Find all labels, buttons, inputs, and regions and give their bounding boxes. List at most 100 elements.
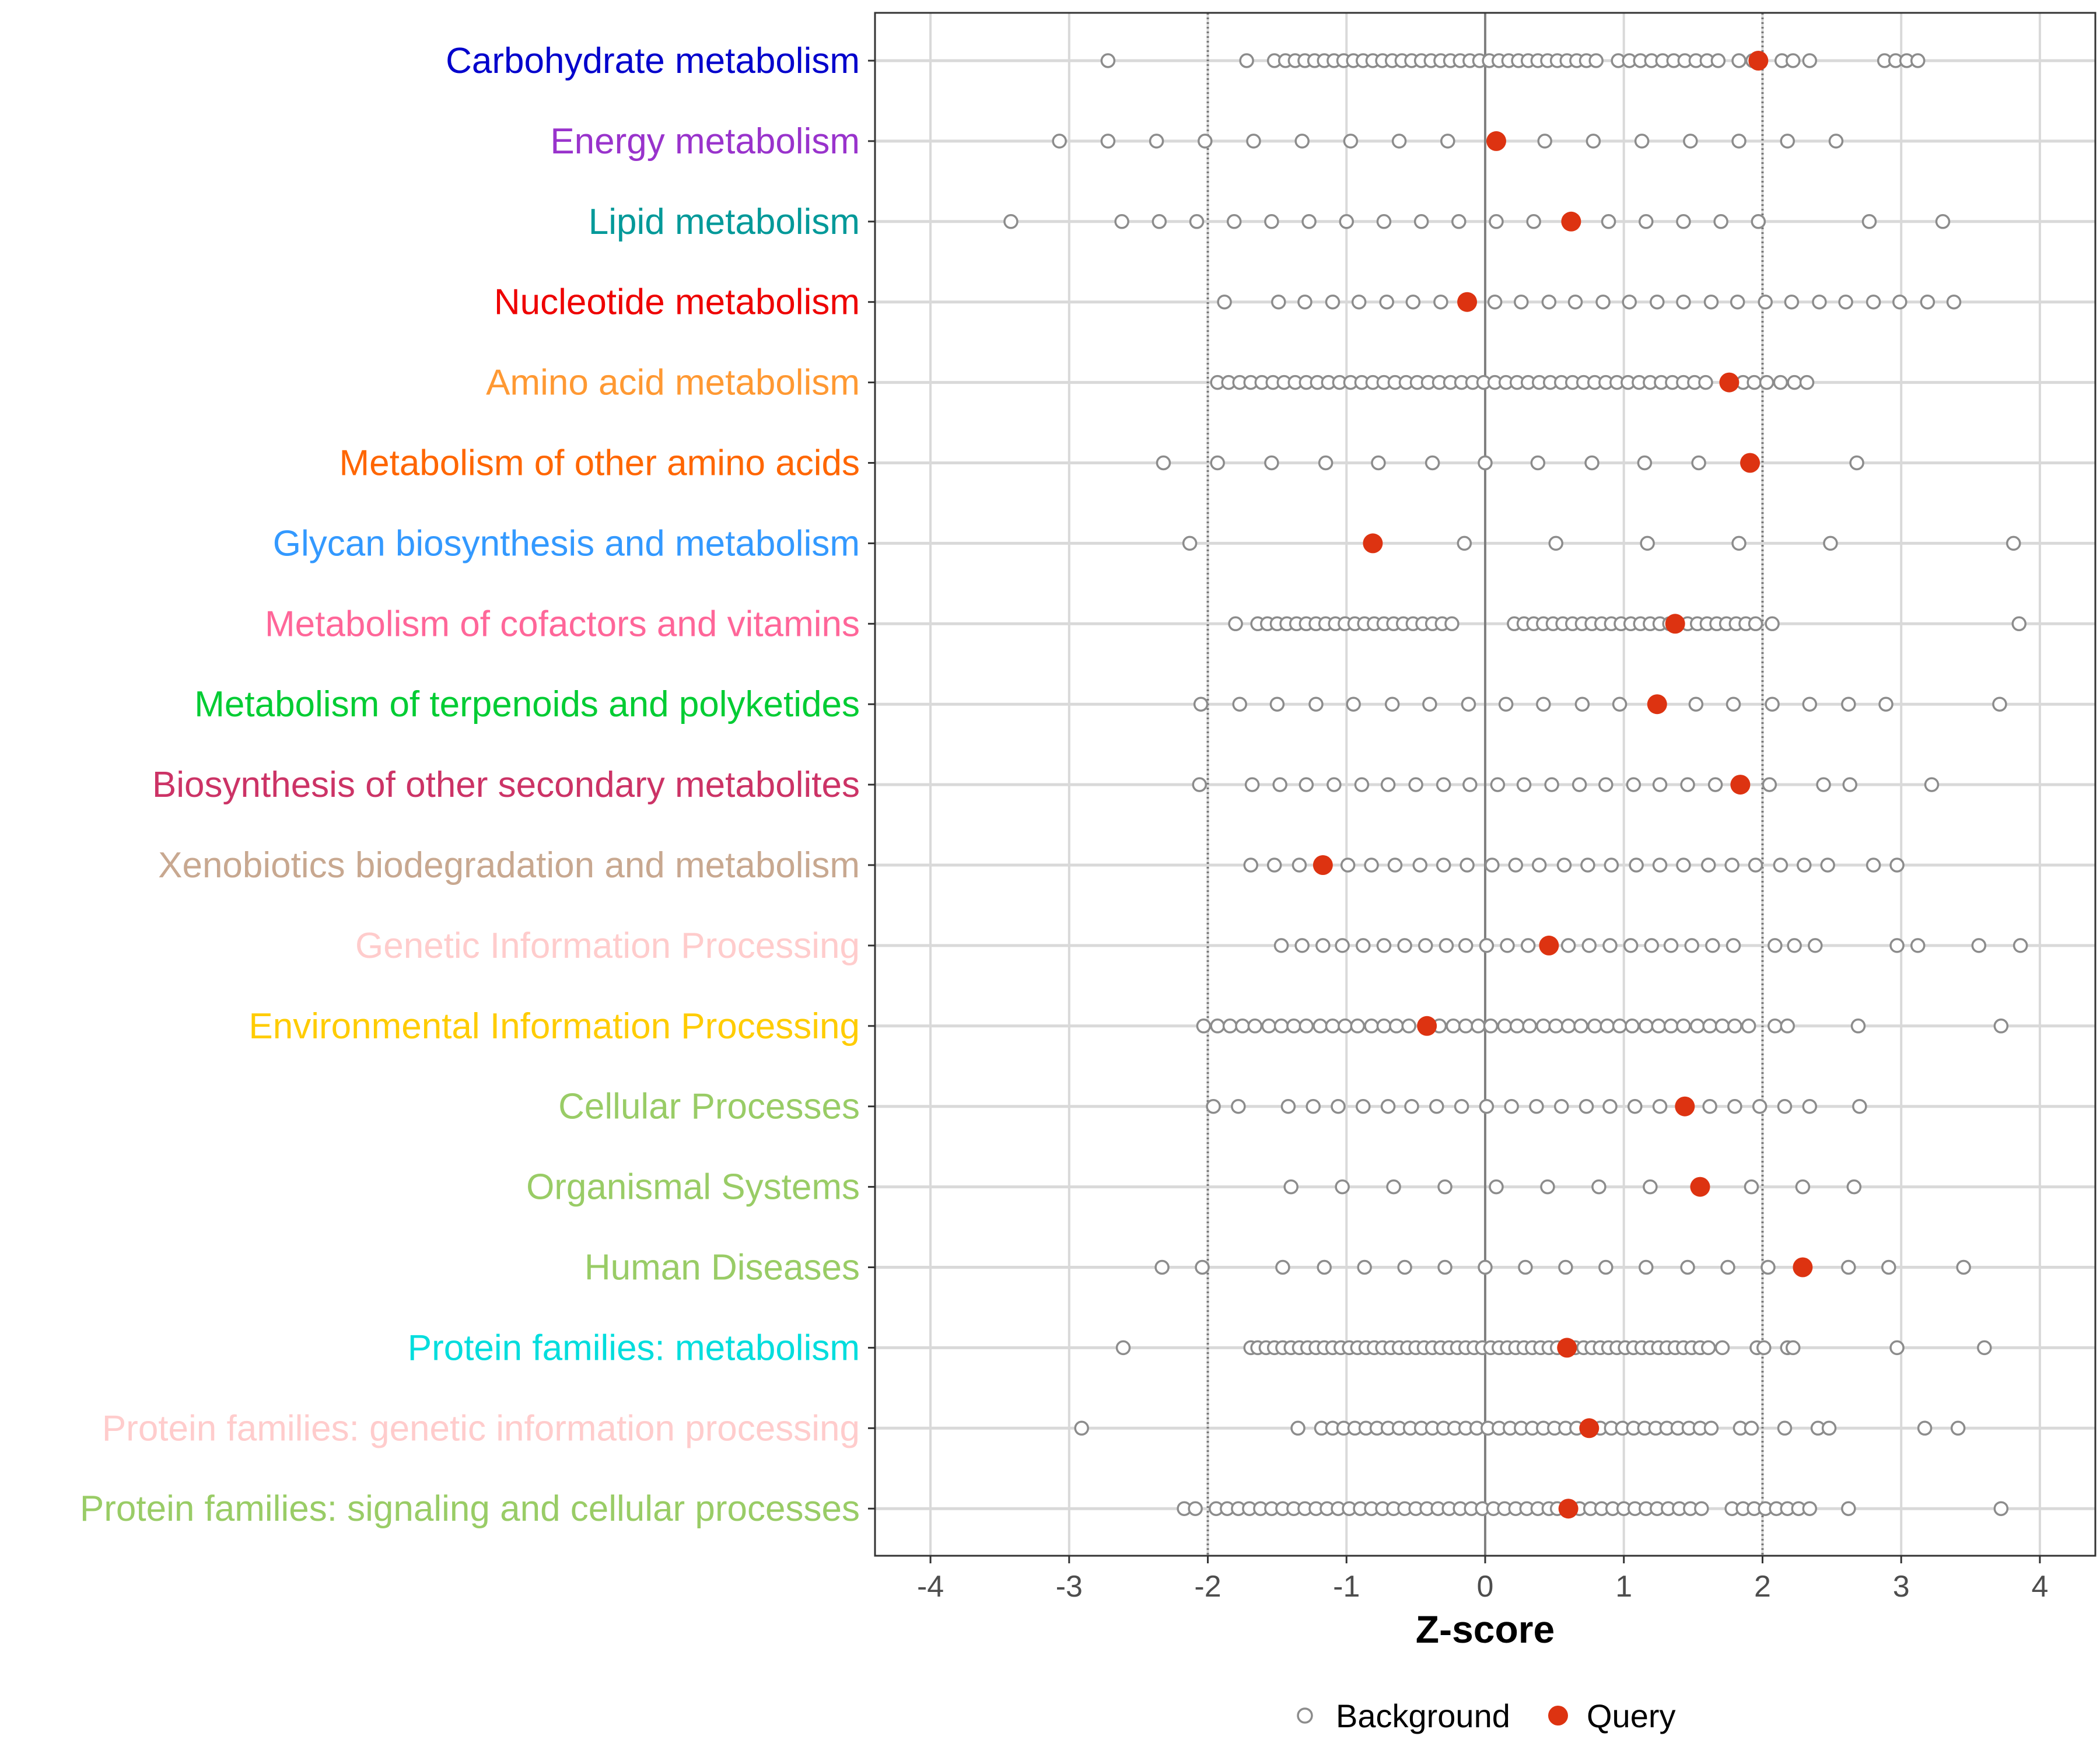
background-point [1752,1098,1768,1114]
background-point [1537,134,1552,149]
background-point [1306,1098,1321,1114]
background-point [1339,214,1354,229]
background-point [1689,1019,1705,1034]
background-point [1326,777,1342,792]
background-point [1797,858,1812,873]
category-label: Amino acid metabolism [486,363,860,403]
x-tick-label: 4 [2031,1570,2048,1604]
background-point [1356,1098,1371,1114]
background-point [1946,294,1962,310]
background-point [1371,455,1386,471]
background-point [1424,455,1440,471]
background-point [1188,1501,1203,1516]
background-point [1404,1098,1419,1114]
background-point [1731,536,1746,551]
background-point [1479,1098,1494,1114]
background-point [1357,1259,1372,1275]
x-axis-title: Z-score [1416,1608,1555,1651]
background-point [1651,1019,1666,1034]
background-point [1573,1019,1588,1034]
background-point [1730,294,1745,310]
background-point [1297,294,1312,310]
background-point [1354,777,1370,792]
background-point [1536,696,1551,712]
background-point [1567,294,1583,310]
background-point [1688,696,1704,712]
background-point [1531,858,1547,873]
background-point [1786,53,1801,68]
category-label: Nucleotide metabolism [494,282,860,323]
background-point [1849,455,1864,471]
query-point [1561,211,1581,232]
background-point [1210,455,1225,471]
x-tick-label: -4 [917,1570,944,1604]
background-point [1920,294,1936,310]
background-point [1724,858,1740,873]
query-point [1675,1096,1695,1116]
background-point [1703,1420,1719,1436]
background-point [1637,455,1653,471]
query-points [1312,51,1813,1519]
background-point [1380,777,1396,792]
background-point [1680,1259,1695,1275]
background-point [1580,858,1595,873]
background-point [1604,858,1619,873]
background-point [2013,938,2028,953]
background-point [1003,214,1019,229]
background-point [1878,696,1894,712]
background-point [1720,1259,1735,1275]
background-point [1508,858,1524,873]
background-point [1192,777,1208,792]
background-point [1444,616,1460,632]
background-point [1727,1019,1742,1034]
background-point [1433,294,1448,310]
background-point [1298,777,1314,792]
background-point [1746,374,1762,390]
background-point [1758,294,1773,310]
y-axis-ticks [868,60,875,1510]
background-point [1935,214,1951,229]
background-point [1600,1019,1615,1034]
category-label: Xenobiotics biodegradation and metabolis… [158,845,860,886]
background-point [1684,938,1699,953]
background-point [1437,1259,1452,1275]
legend-background-label: Background [1336,1698,1510,1734]
background-point [1612,1019,1628,1034]
background-point [1852,1098,1867,1114]
background-point [1780,1019,1795,1034]
category-label: Energy metabolism [550,121,860,162]
background-point [1100,53,1116,68]
background-point [1325,1019,1340,1034]
background-point [1560,938,1576,953]
legend: Background Query [1297,1698,1676,1734]
x-tick-label: -2 [1194,1570,1221,1604]
background-point [1828,134,1844,149]
category-label: Organismal Systems [526,1167,860,1208]
background-point [1639,1259,1654,1275]
category-label: Protein families: signaling and cellular… [80,1489,860,1529]
legend-query-label: Query [1587,1698,1676,1734]
background-point [1622,294,1637,310]
query-point [1647,694,1667,715]
background-point [1629,858,1644,873]
background-point [1541,294,1557,310]
background-point [1283,1179,1298,1195]
background-point [1802,696,1818,712]
background-point [1401,1019,1416,1034]
background-point [1574,696,1590,712]
background-point [1500,938,1515,953]
background-point [1924,777,1940,792]
background-point [1780,134,1795,149]
background-point [1595,294,1611,310]
background-point [1114,214,1129,229]
background-point [1290,1420,1306,1436]
category-label: Carbohydrate metabolism [446,41,860,81]
background-point [1429,1098,1444,1114]
background-point [1786,1340,1801,1356]
background-point [1351,294,1367,310]
background-point [1364,858,1379,873]
background-point [1714,1019,1730,1034]
background-point [1676,214,1691,229]
background-point [1627,1098,1643,1114]
background-point [1210,1019,1225,1034]
